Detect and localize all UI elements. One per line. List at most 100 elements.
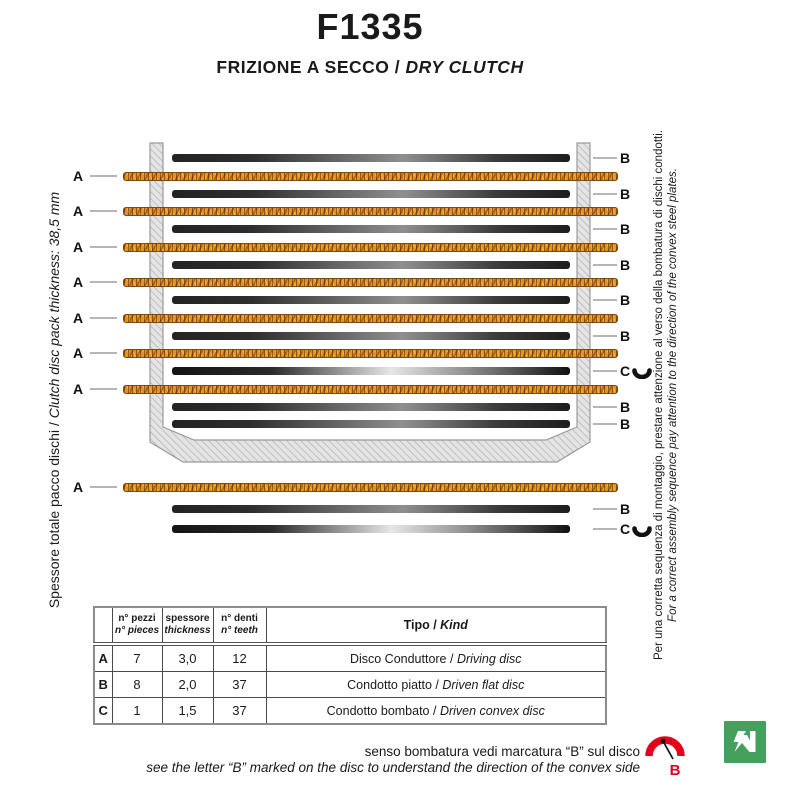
- convex-arc-icon: [632, 366, 652, 380]
- newfren-logo-icon: [724, 721, 766, 763]
- stack-disc-A-9: [123, 313, 618, 323]
- convex-direction-icon: B: [645, 736, 685, 778]
- legend-disc-B-1: [172, 505, 570, 513]
- disc-label-A: A: [73, 309, 84, 326]
- stack-disc-A-3: [123, 207, 618, 217]
- subtitle: FRIZIONE A SECCO / DRY CLUTCH: [0, 57, 740, 78]
- stack-disc-B-2: [172, 189, 570, 198]
- legend-disc-C-2: [172, 525, 570, 533]
- subtitle-english: DRY CLUTCH: [405, 57, 524, 77]
- stack-disc-A-1: [123, 171, 618, 181]
- label-line-B: [593, 228, 617, 230]
- disc-label-B: B: [620, 221, 631, 237]
- label-line-B: [593, 263, 617, 266]
- cell-letter-B: B: [93, 671, 113, 698]
- label-line-A: [90, 316, 117, 319]
- disc-label-B: B: [620, 398, 631, 415]
- assembly-note-english: For a correct assembly sequence pay atte…: [666, 168, 679, 622]
- convex-marking-note: senso bombatura vedi marcatura “B” sul d…: [146, 744, 640, 775]
- disc-label-A: A: [73, 380, 84, 397]
- cell-pieces-C: 1: [111, 697, 163, 725]
- stack-disc-B-0: [172, 154, 570, 162]
- header-pieces: n° pezzi n° pieces: [111, 606, 163, 646]
- label-line-B: [593, 405, 617, 408]
- label-line-A: [90, 387, 117, 390]
- stack-disc-B-6: [172, 260, 570, 269]
- header-corner-cell: [93, 606, 113, 646]
- label-line-C: [593, 528, 617, 530]
- header-kind: Tipo / Kind: [265, 606, 607, 646]
- label-line-A: [90, 174, 117, 177]
- cell-kind-B: Condotto piatto / Driven flat disc: [265, 671, 607, 698]
- stack-disc-B-15: [172, 420, 570, 429]
- header-thickness: spessore thickness: [161, 606, 214, 646]
- label-line-B: [593, 334, 617, 337]
- spec-row-C: C 1 1,5 37 Condotto bombato / Driven convex …: [93, 697, 607, 725]
- disc-label-A: A: [73, 167, 84, 184]
- cell-thickness-A: 3,0: [161, 643, 214, 672]
- spec-row-B: B 8 2,0 37 Condotto piatto / Driven flat dis…: [93, 671, 607, 698]
- marker-letter-b: B: [670, 762, 681, 778]
- clutch-basket-housing: [149, 142, 591, 463]
- cell-pieces-A: 7: [111, 643, 163, 672]
- pack-thickness-note-english: Clutch disc pack thickness: 38,5 mm: [46, 191, 62, 419]
- cell-pieces-B: 8: [111, 671, 163, 698]
- stack-disc-A-7: [123, 278, 618, 288]
- disc-label-B: B: [620, 150, 631, 166]
- spec-table: n° pezzi n° pieces spessore thickness n° d…: [93, 606, 607, 725]
- disc-label-C: C: [620, 521, 631, 537]
- pack-thickness-note: Spessore totale pacco dischi / Clutch di…: [45, 135, 63, 665]
- label-line-B: [593, 299, 617, 301]
- label-line-A: [90, 245, 117, 248]
- disc-label-B: B: [620, 327, 631, 344]
- label-line-A: [90, 210, 117, 213]
- subtitle-italian: FRIZIONE A SECCO /: [216, 57, 406, 77]
- cell-kind-A: Disco Conduttore / Driving disc: [265, 643, 607, 672]
- cell-letter-A: A: [93, 643, 113, 672]
- label-line-C: [593, 370, 617, 372]
- disc-label-A: A: [73, 479, 84, 495]
- cell-letter-C: C: [93, 697, 113, 725]
- spec-table-header-row: n° pezzi n° pieces spessore thickness n° d…: [93, 606, 607, 646]
- stack-disc-A-13: [123, 384, 618, 394]
- pack-thickness-note-italian: Spessore totale pacco dischi /: [46, 418, 62, 609]
- disc-label-C: C: [620, 363, 631, 379]
- assembly-sequence-note: Per una corretta sequenza di montaggio, …: [653, 85, 681, 705]
- disc-label-B: B: [620, 185, 631, 202]
- stack-disc-B-10: [172, 331, 570, 340]
- disc-label-B: B: [620, 501, 631, 517]
- disc-label-B: B: [620, 416, 631, 433]
- spec-row-A: A 7 3,0 12 Disco Conduttore / Driving disc: [93, 643, 607, 672]
- label-line-A: [90, 281, 117, 284]
- stack-disc-C-12: [172, 367, 570, 375]
- cell-teeth-B: 37: [212, 671, 267, 698]
- legend-disc-A-0: [123, 483, 618, 492]
- stack-disc-B-8: [172, 296, 570, 304]
- stack-disc-B-14: [172, 402, 570, 411]
- disc-label-A: A: [73, 203, 84, 220]
- label-line-A: [90, 352, 117, 355]
- stack-disc-A-11: [123, 349, 618, 359]
- cell-teeth-A: 12: [212, 643, 267, 672]
- stack-disc-B-4: [172, 225, 570, 233]
- label-line-B: [593, 157, 617, 159]
- label-line-B: [593, 423, 617, 426]
- label-line-B: [593, 508, 617, 510]
- disc-label-A: A: [73, 345, 84, 362]
- convex-arc-icon: [632, 524, 652, 538]
- disc-label-B: B: [620, 256, 631, 273]
- convex-marking-note-english: see the letter “B” marked on the disc to…: [146, 759, 640, 775]
- disc-label-B: B: [620, 292, 631, 308]
- cell-thickness-C: 1,5: [161, 697, 214, 725]
- assembly-note-italian: Per una corretta sequenza di montaggio, …: [653, 130, 665, 660]
- header-teeth: n° denti n° teeth: [212, 606, 267, 646]
- disc-label-A: A: [73, 238, 84, 255]
- disc-label-A: A: [73, 274, 84, 291]
- cell-thickness-B: 2,0: [161, 671, 214, 698]
- convex-marking-note-italian: senso bombatura vedi marcatura “B” sul d…: [364, 744, 640, 759]
- page-title: F1335: [316, 6, 424, 47]
- cell-teeth-C: 37: [212, 697, 267, 725]
- label-line-A: [90, 486, 117, 488]
- cell-kind-C: Condotto bombato / Driven convex disc: [265, 697, 607, 725]
